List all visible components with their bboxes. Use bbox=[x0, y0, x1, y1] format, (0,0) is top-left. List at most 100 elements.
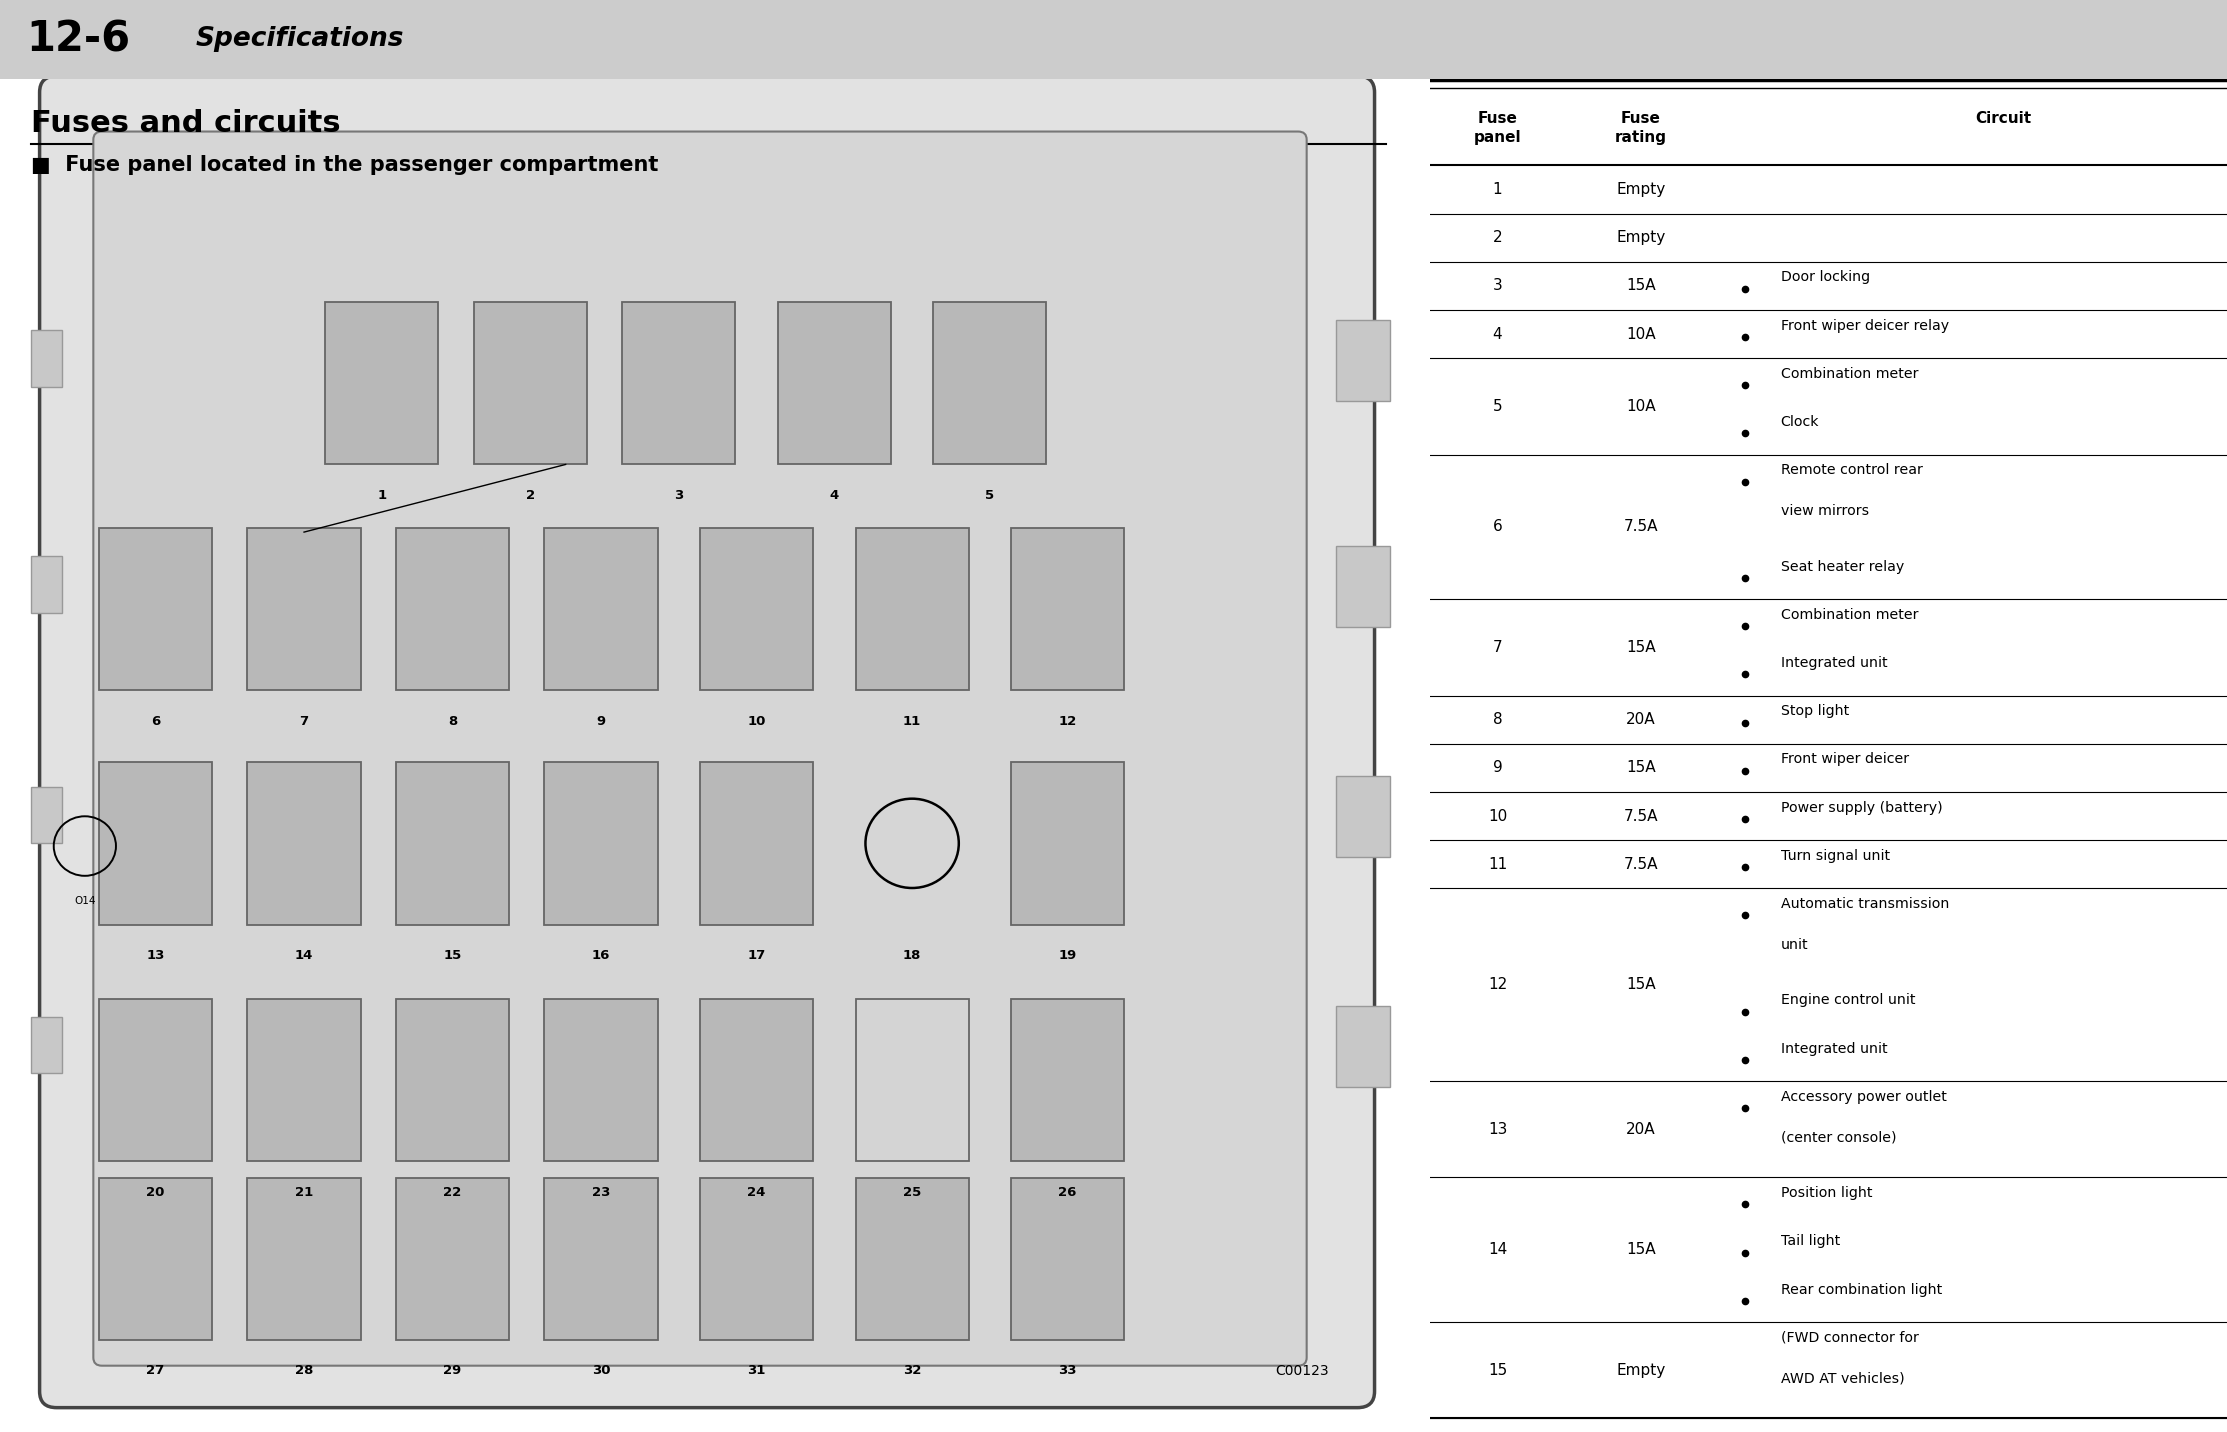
Text: Remote control rear: Remote control rear bbox=[1782, 463, 1922, 477]
Bar bbox=[98, 762, 212, 925]
Text: 29: 29 bbox=[443, 1365, 461, 1378]
Bar bbox=[699, 762, 813, 925]
Text: 8: 8 bbox=[448, 715, 457, 727]
Bar bbox=[247, 1177, 361, 1340]
Bar bbox=[1011, 1177, 1125, 1340]
Text: 16: 16 bbox=[592, 949, 610, 962]
Text: Turn signal unit: Turn signal unit bbox=[1782, 849, 1891, 863]
Bar bbox=[396, 528, 510, 690]
Bar bbox=[98, 528, 212, 690]
Text: Specifications: Specifications bbox=[196, 26, 405, 53]
Text: 12: 12 bbox=[1058, 715, 1078, 727]
Text: Stop light: Stop light bbox=[1782, 705, 1848, 719]
Text: 9: 9 bbox=[597, 715, 606, 727]
Bar bbox=[98, 1177, 212, 1340]
Text: 5: 5 bbox=[984, 488, 995, 501]
Text: Tail light: Tail light bbox=[1782, 1234, 1840, 1249]
Text: Accessory power outlet: Accessory power outlet bbox=[1782, 1090, 1946, 1104]
Bar bbox=[699, 528, 813, 690]
Bar bbox=[1336, 319, 1390, 401]
Text: 28: 28 bbox=[294, 1365, 314, 1378]
Bar bbox=[396, 1000, 510, 1161]
Bar bbox=[855, 528, 969, 690]
Text: 31: 31 bbox=[748, 1365, 766, 1378]
Text: 5: 5 bbox=[1492, 400, 1503, 414]
Text: ■  Fuse panel located in the passenger compartment: ■ Fuse panel located in the passenger co… bbox=[31, 155, 659, 175]
Text: Position light: Position light bbox=[1782, 1186, 1873, 1200]
Bar bbox=[621, 302, 735, 464]
Text: 10: 10 bbox=[748, 715, 766, 727]
Bar bbox=[325, 302, 439, 464]
Text: 3: 3 bbox=[675, 488, 684, 501]
Text: 22: 22 bbox=[443, 1186, 461, 1199]
Bar bbox=[543, 1177, 657, 1340]
Text: 12: 12 bbox=[1488, 977, 1508, 992]
Text: 11: 11 bbox=[1488, 856, 1508, 872]
Text: 15A: 15A bbox=[1626, 278, 1657, 294]
Text: Circuit: Circuit bbox=[1975, 112, 2031, 126]
Text: 20: 20 bbox=[147, 1186, 165, 1199]
Text: 7: 7 bbox=[298, 715, 310, 727]
Text: 13: 13 bbox=[147, 949, 165, 962]
Bar bbox=[474, 302, 588, 464]
Text: 18: 18 bbox=[902, 949, 922, 962]
Bar bbox=[247, 762, 361, 925]
Text: 3: 3 bbox=[1492, 278, 1503, 294]
Text: (FWD connector for: (FWD connector for bbox=[1782, 1330, 1917, 1345]
Bar bbox=[98, 1000, 212, 1161]
Text: Empty: Empty bbox=[1617, 182, 1666, 198]
Bar bbox=[247, 528, 361, 690]
Text: 1: 1 bbox=[1492, 182, 1503, 198]
Text: unit: unit bbox=[1782, 938, 1808, 952]
Bar bbox=[933, 302, 1047, 464]
Bar bbox=[543, 528, 657, 690]
Bar bbox=[1011, 528, 1125, 690]
Text: 32: 32 bbox=[902, 1365, 922, 1378]
Text: 15A: 15A bbox=[1626, 640, 1657, 654]
Text: 15A: 15A bbox=[1626, 977, 1657, 992]
Text: Fuse
panel: Fuse panel bbox=[1474, 112, 1521, 145]
Text: (center console): (center console) bbox=[1782, 1131, 1895, 1144]
Text: O14: O14 bbox=[73, 896, 96, 906]
Text: 17: 17 bbox=[748, 949, 766, 962]
Text: 20A: 20A bbox=[1626, 1121, 1657, 1137]
Bar bbox=[1336, 546, 1390, 627]
Text: 27: 27 bbox=[147, 1365, 165, 1378]
Bar bbox=[777, 302, 891, 464]
Bar bbox=[396, 1177, 510, 1340]
Text: Power supply (battery): Power supply (battery) bbox=[1782, 800, 1942, 815]
Bar bbox=[1336, 776, 1390, 856]
Bar bbox=[31, 557, 62, 613]
Bar bbox=[31, 331, 62, 387]
Text: 4: 4 bbox=[831, 488, 840, 501]
Text: 26: 26 bbox=[1058, 1186, 1078, 1199]
Text: 15: 15 bbox=[443, 949, 461, 962]
Text: 9: 9 bbox=[1492, 760, 1503, 775]
Text: Door locking: Door locking bbox=[1782, 271, 1871, 285]
Text: Rear combination light: Rear combination light bbox=[1782, 1283, 1942, 1296]
Text: 30: 30 bbox=[592, 1365, 610, 1378]
Text: 14: 14 bbox=[294, 949, 314, 962]
FancyBboxPatch shape bbox=[94, 132, 1307, 1366]
Text: 8: 8 bbox=[1492, 712, 1503, 727]
FancyBboxPatch shape bbox=[40, 76, 1374, 1408]
Bar bbox=[1336, 1005, 1390, 1087]
Text: Clock: Clock bbox=[1782, 415, 1819, 430]
Bar bbox=[396, 762, 510, 925]
Bar bbox=[699, 1177, 813, 1340]
Bar bbox=[699, 1000, 813, 1161]
Text: Front wiper deicer relay: Front wiper deicer relay bbox=[1782, 319, 1949, 332]
Bar bbox=[543, 762, 657, 925]
Text: 7.5A: 7.5A bbox=[1623, 856, 1659, 872]
Text: Empty: Empty bbox=[1617, 231, 1666, 245]
Text: 7.5A: 7.5A bbox=[1623, 809, 1659, 823]
Text: Combination meter: Combination meter bbox=[1782, 607, 1917, 621]
Text: 13: 13 bbox=[1488, 1121, 1508, 1137]
Text: 23: 23 bbox=[592, 1186, 610, 1199]
Text: Combination meter: Combination meter bbox=[1782, 367, 1917, 381]
Bar bbox=[1011, 1000, 1125, 1161]
Text: 15A: 15A bbox=[1626, 760, 1657, 775]
Text: Fuses and circuits: Fuses and circuits bbox=[31, 109, 341, 137]
Text: 11: 11 bbox=[902, 715, 922, 727]
Text: 4: 4 bbox=[1492, 326, 1503, 342]
